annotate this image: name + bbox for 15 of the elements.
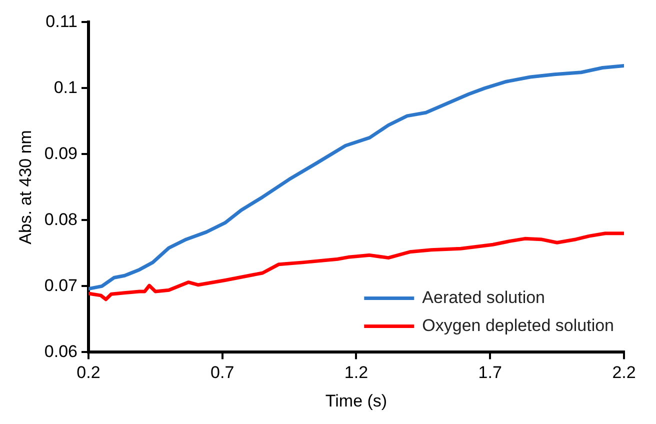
y-axis-title: Abs. at 430 nm bbox=[16, 130, 35, 244]
y-tick-label: 0.06 bbox=[44, 342, 78, 361]
y-tick-label: 0.07 bbox=[44, 276, 78, 295]
x-tick-label: 0.2 bbox=[76, 363, 100, 382]
y-tick-label: 0.08 bbox=[44, 210, 78, 229]
y-tick-label: 0.09 bbox=[44, 144, 78, 163]
x-tick-label: 2.2 bbox=[612, 363, 636, 382]
x-tick-label: 1.7 bbox=[478, 363, 502, 382]
y-tick-label: 0.1 bbox=[54, 78, 78, 97]
legend-label: Aerated solution bbox=[422, 288, 546, 307]
x-axis-title: Time (s) bbox=[325, 391, 388, 410]
legend-label: Oxygen depleted solution bbox=[422, 316, 614, 335]
y-tick-label: 0.11 bbox=[46, 12, 78, 31]
x-tick-label: 0.7 bbox=[210, 363, 234, 382]
x-tick-label: 1.2 bbox=[344, 363, 368, 382]
